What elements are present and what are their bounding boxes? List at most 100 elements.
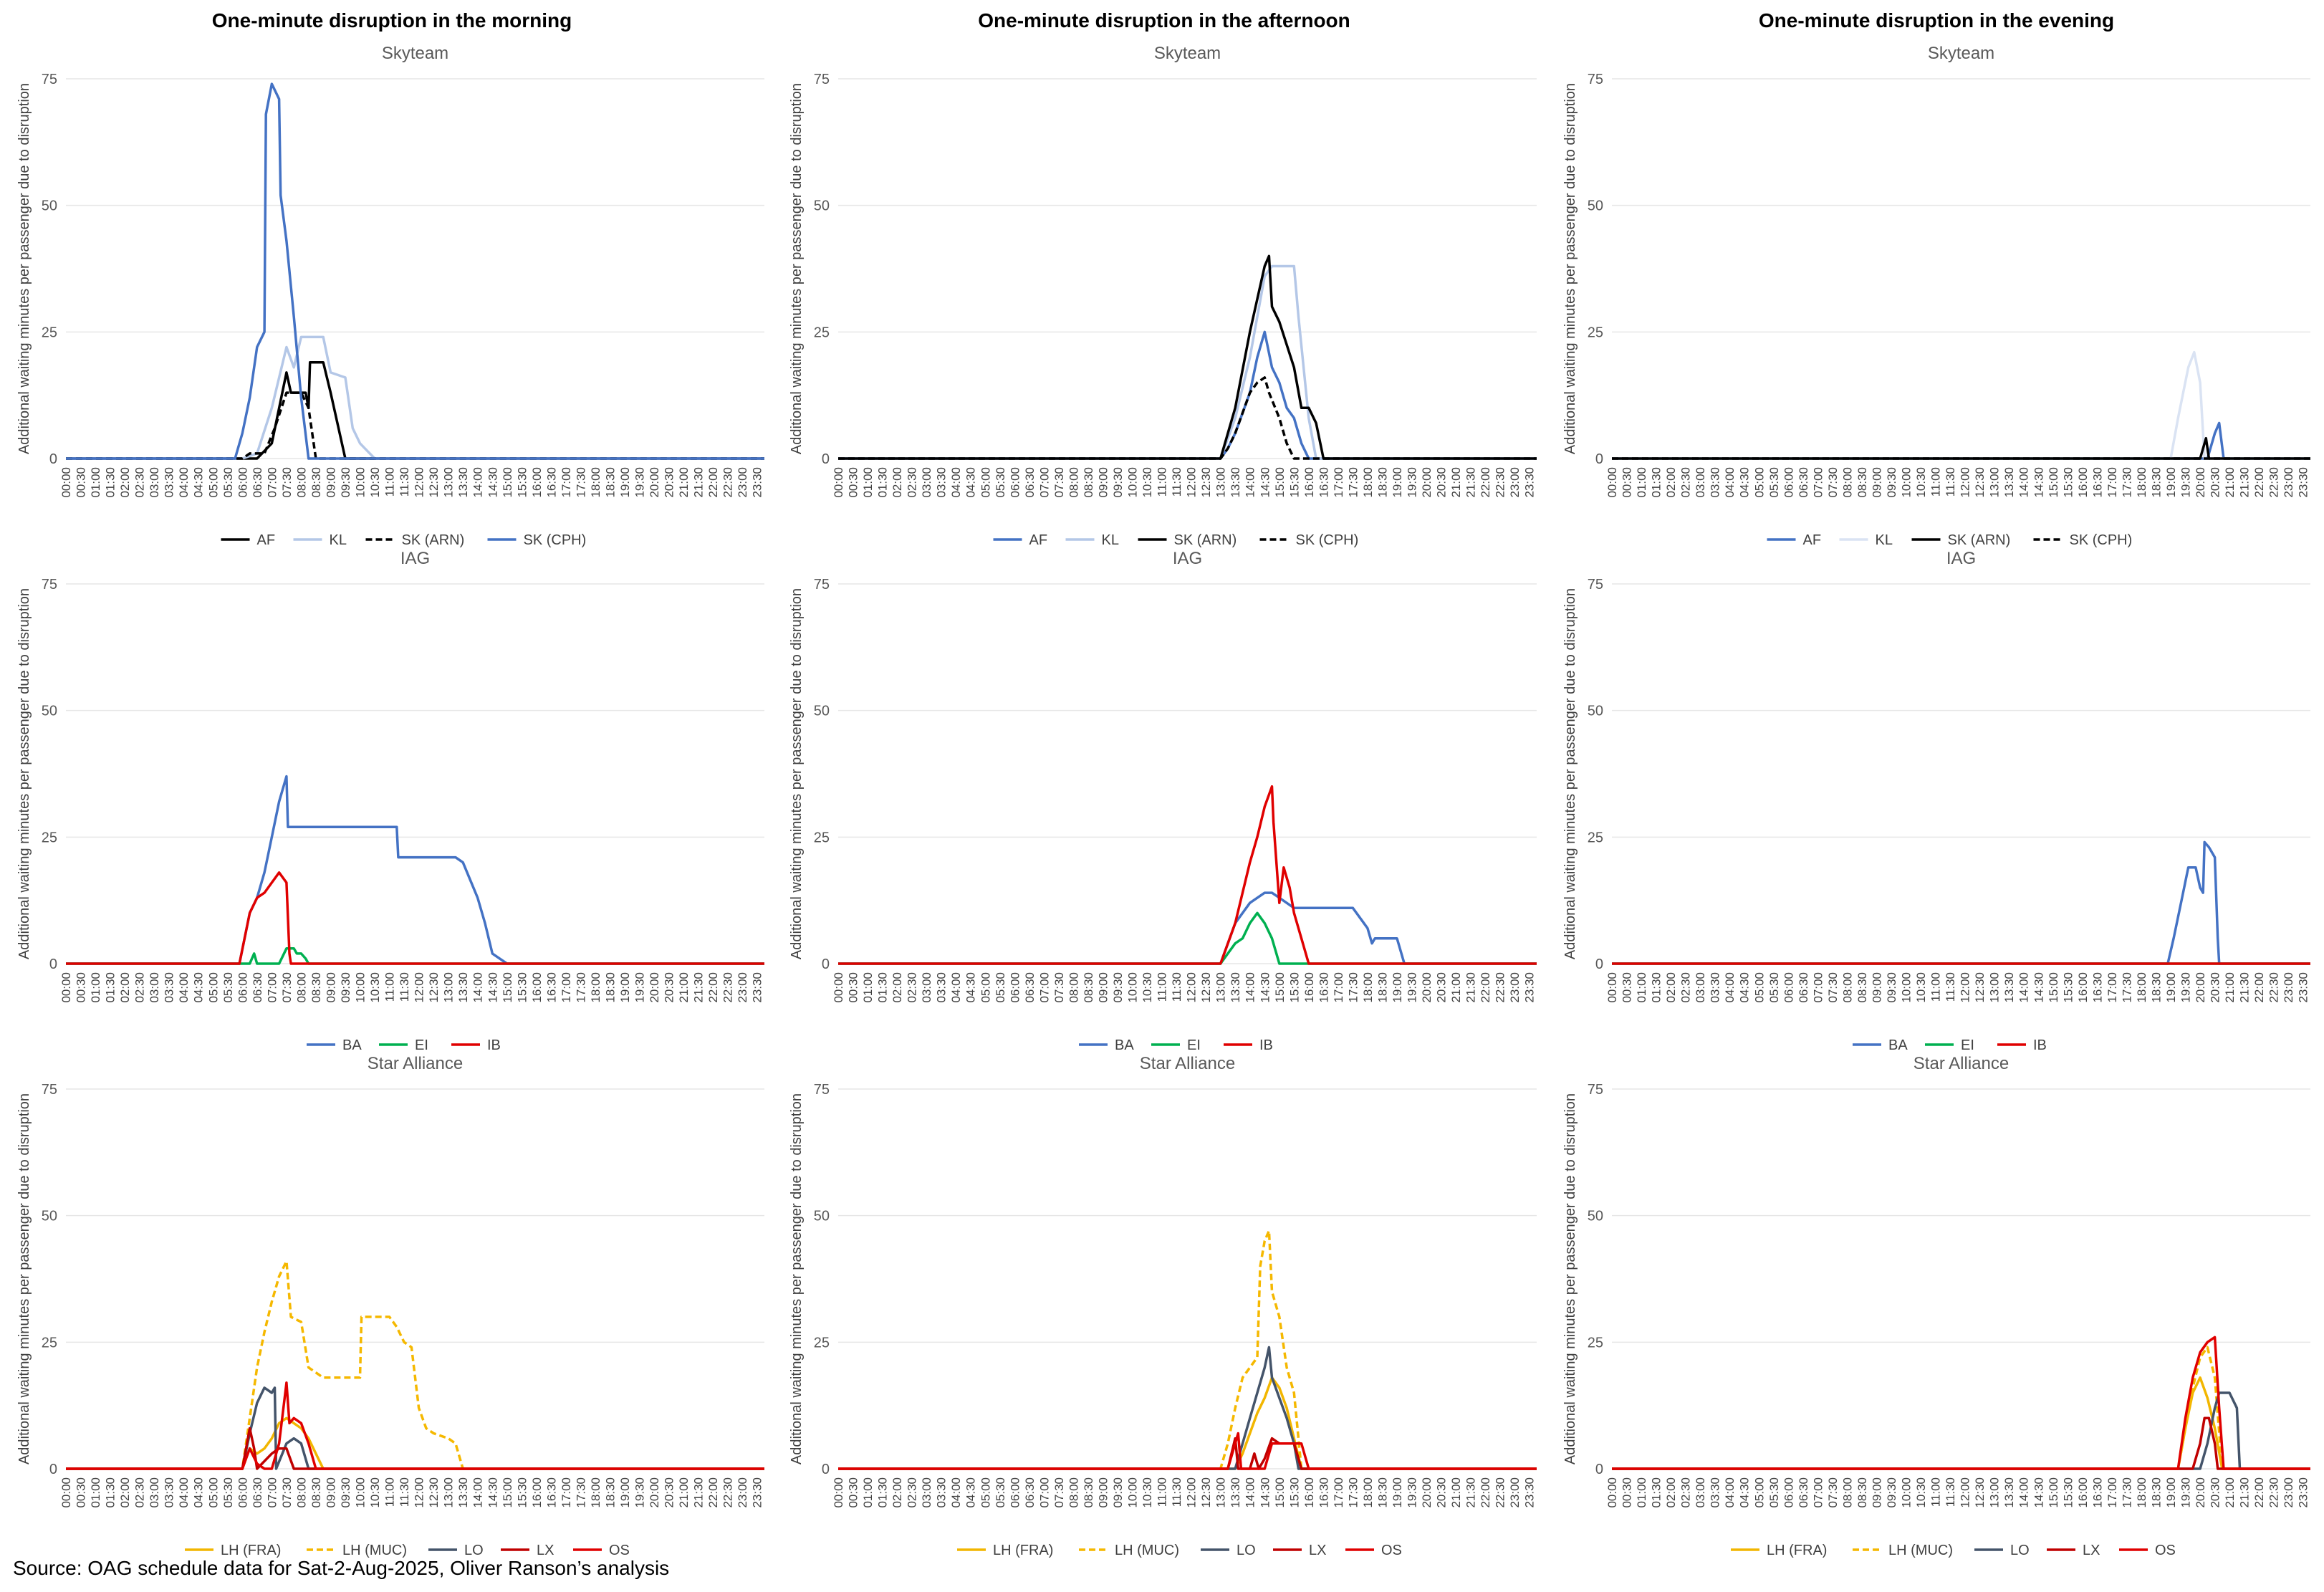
y-tick-label: 75 bbox=[42, 577, 57, 593]
x-tick-label: 19:00 bbox=[618, 1477, 632, 1508]
x-tick-label: 10:00 bbox=[1900, 467, 1914, 498]
x-tick-label: 07:00 bbox=[1037, 972, 1051, 1003]
x-tick-label: 15:30 bbox=[2061, 467, 2075, 498]
x-tick-label: 01:00 bbox=[89, 467, 102, 498]
x-tick-label: 21:00 bbox=[677, 972, 691, 1003]
chart-panel: Star Alliance Additional waiting minutes … bbox=[1562, 1054, 2310, 1558]
x-tick-label: 01:30 bbox=[104, 1477, 117, 1508]
x-tick-label: 07:30 bbox=[1052, 972, 1066, 1003]
y-tick-label: 0 bbox=[1595, 451, 1603, 467]
x-tick-label: 02:00 bbox=[1664, 467, 1678, 498]
x-tick-label: 05:30 bbox=[221, 972, 235, 1003]
y-tick-label: 50 bbox=[1588, 198, 1603, 214]
x-tick-label: 18:00 bbox=[1361, 467, 1375, 498]
x-tick-label: 13:00 bbox=[1214, 1477, 1228, 1508]
x-tick-label: 18:30 bbox=[1375, 467, 1389, 498]
x-tick-label: 04:00 bbox=[949, 467, 963, 498]
y-tick-label: 50 bbox=[814, 1209, 830, 1224]
x-tick-label: 09:30 bbox=[1885, 1477, 1898, 1508]
x-tick-label: 23:30 bbox=[2297, 1477, 2310, 1508]
x-tick-label: 07:00 bbox=[265, 972, 279, 1003]
x-tick-label: 16:30 bbox=[544, 467, 558, 498]
x-tick-label: 07:00 bbox=[1811, 1477, 1825, 1508]
x-tick-label: 20:00 bbox=[648, 1477, 661, 1508]
y-tick-label: 0 bbox=[49, 451, 57, 467]
x-tick-label: 09:30 bbox=[1111, 1477, 1125, 1508]
x-tick-label: 00:30 bbox=[75, 972, 88, 1003]
x-tick-label: 03:30 bbox=[935, 1477, 949, 1508]
legend-label: IB bbox=[487, 1037, 501, 1053]
x-tick-label: 14:00 bbox=[2017, 1477, 2031, 1508]
x-tick-label: 17:30 bbox=[2120, 1477, 2133, 1508]
series-line bbox=[838, 376, 1537, 460]
x-tick-label: 16:00 bbox=[2076, 467, 2090, 498]
x-tick-label: 16:30 bbox=[1317, 972, 1330, 1003]
legend-label: AF bbox=[257, 532, 276, 548]
x-tick-label: 17:30 bbox=[1346, 1477, 1360, 1508]
x-tick-label: 05:30 bbox=[994, 467, 1007, 498]
x-tick-label: 10:00 bbox=[354, 467, 368, 498]
x-tick-label: 02:30 bbox=[906, 1477, 919, 1508]
x-tick-label: 15:30 bbox=[2061, 972, 2075, 1003]
x-tick-label: 03:00 bbox=[1694, 1477, 1707, 1508]
y-tick-label: 0 bbox=[49, 1462, 57, 1477]
x-tick-label: 11:00 bbox=[1156, 972, 1169, 1002]
y-tick-label: 50 bbox=[42, 704, 57, 719]
x-tick-label: 17:00 bbox=[560, 1477, 573, 1508]
x-tick-label: 13:30 bbox=[1229, 972, 1242, 1003]
x-tick-label: 15:30 bbox=[1287, 467, 1301, 498]
x-tick-label: 06:00 bbox=[236, 972, 249, 1003]
x-tick-label: 01:30 bbox=[876, 972, 890, 1003]
x-tick-label: 06:30 bbox=[251, 972, 264, 1003]
x-tick-label: 13:00 bbox=[442, 1477, 456, 1508]
x-tick-label: 00:30 bbox=[847, 972, 860, 1003]
x-tick-label: 16:00 bbox=[530, 972, 544, 1003]
x-tick-label: 22:30 bbox=[1494, 1477, 1507, 1508]
y-tick-label: 25 bbox=[814, 1335, 830, 1351]
x-tick-label: 02:30 bbox=[133, 467, 147, 498]
legend-label: EI bbox=[1187, 1037, 1201, 1053]
x-tick-label: 08:30 bbox=[1082, 972, 1095, 1003]
x-tick-label: 14:00 bbox=[471, 972, 485, 1003]
x-tick-label: 00:30 bbox=[75, 467, 88, 498]
x-tick-label: 21:00 bbox=[1449, 1477, 1463, 1508]
x-tick-label: 02:00 bbox=[890, 467, 904, 498]
x-tick-label: 08:30 bbox=[1082, 467, 1095, 498]
x-tick-label: 15:00 bbox=[2047, 467, 2060, 498]
x-tick-label: 19:30 bbox=[633, 972, 647, 1003]
x-tick-label: 05:30 bbox=[1767, 1477, 1781, 1508]
legend-label: AF bbox=[1803, 532, 1822, 548]
x-tick-label: 05:00 bbox=[979, 972, 992, 1003]
series-line bbox=[838, 254, 1537, 460]
x-tick-label: 15:00 bbox=[1273, 972, 1287, 1003]
x-tick-label: 13:00 bbox=[1214, 972, 1228, 1003]
series-line bbox=[838, 1229, 1537, 1470]
series-line bbox=[1612, 1416, 2310, 1470]
x-tick-label: 08:30 bbox=[309, 972, 323, 1003]
panel-title: IAG bbox=[1173, 549, 1202, 568]
x-tick-label: 22:00 bbox=[1479, 467, 1492, 498]
x-tick-label: 22:30 bbox=[2267, 972, 2281, 1003]
panel-title: Star Alliance bbox=[1914, 1054, 2009, 1073]
x-tick-label: 02:30 bbox=[1679, 467, 1693, 498]
y-tick-label: 25 bbox=[1588, 1335, 1603, 1351]
x-tick-label: 22:00 bbox=[2252, 1477, 2266, 1508]
x-tick-label: 04:00 bbox=[177, 1477, 191, 1508]
x-tick-label: 15:30 bbox=[515, 467, 529, 498]
x-tick-label: 09:00 bbox=[1870, 1477, 1883, 1508]
x-tick-label: 06:00 bbox=[1008, 972, 1022, 1003]
x-tick-label: 09:30 bbox=[1111, 972, 1125, 1003]
x-tick-label: 07:30 bbox=[1826, 467, 1840, 498]
x-tick-label: 00:00 bbox=[832, 467, 845, 498]
legend-label: LH (FRA) bbox=[1767, 1543, 1827, 1558]
x-tick-label: 04:30 bbox=[192, 972, 206, 1003]
y-tick-label: 50 bbox=[814, 704, 830, 719]
series-line bbox=[66, 1416, 764, 1470]
series-line bbox=[66, 1426, 764, 1470]
x-tick-label: 04:00 bbox=[177, 972, 191, 1003]
legend-label: EI bbox=[1961, 1037, 1974, 1053]
x-tick-label: 06:00 bbox=[1782, 972, 1795, 1003]
x-tick-label: 00:00 bbox=[832, 972, 845, 1003]
x-tick-label: 01:30 bbox=[104, 467, 117, 498]
x-tick-label: 08:00 bbox=[1840, 972, 1854, 1003]
